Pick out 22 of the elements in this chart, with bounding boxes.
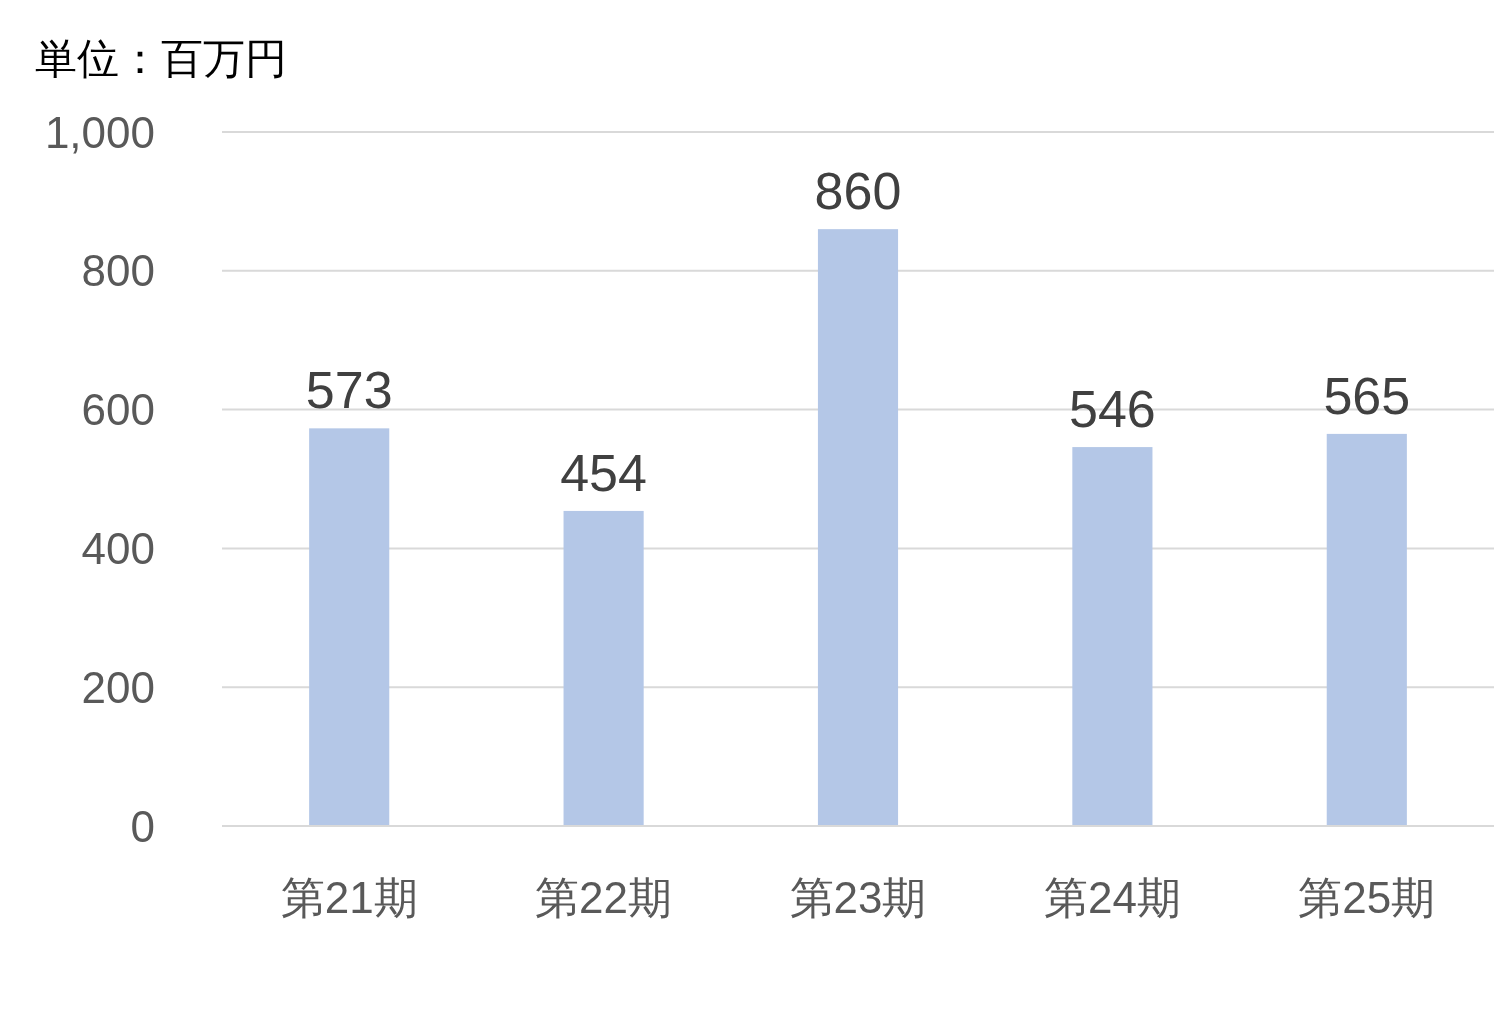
y-tick-label: 800	[81, 246, 155, 296]
x-tick-label: 第22期	[535, 872, 673, 922]
bar	[563, 510, 644, 826]
data-label: 573	[305, 361, 393, 420]
bar	[1072, 447, 1153, 826]
bar	[817, 229, 899, 826]
x-tick-label: 第24期	[1043, 872, 1181, 922]
y-tick-label: 0	[130, 801, 155, 851]
data-label: 860	[814, 162, 902, 221]
data-label: 565	[1323, 366, 1411, 425]
y-tick-label: 1,000	[44, 107, 155, 157]
x-tick-label: 第23期	[789, 872, 927, 922]
y-tick-label: 600	[81, 385, 155, 435]
bar	[309, 428, 390, 826]
x-tick-label: 第21期	[280, 872, 418, 922]
data-label: 546	[1069, 380, 1156, 439]
y-tick-label: 200	[81, 662, 155, 712]
x-tick-label: 第25期	[1298, 872, 1436, 922]
bar	[1326, 433, 1407, 826]
data-label: 454	[560, 443, 647, 502]
y-axis-title: 単位：百万円	[35, 34, 287, 82]
y-tick-label: 400	[81, 523, 155, 573]
